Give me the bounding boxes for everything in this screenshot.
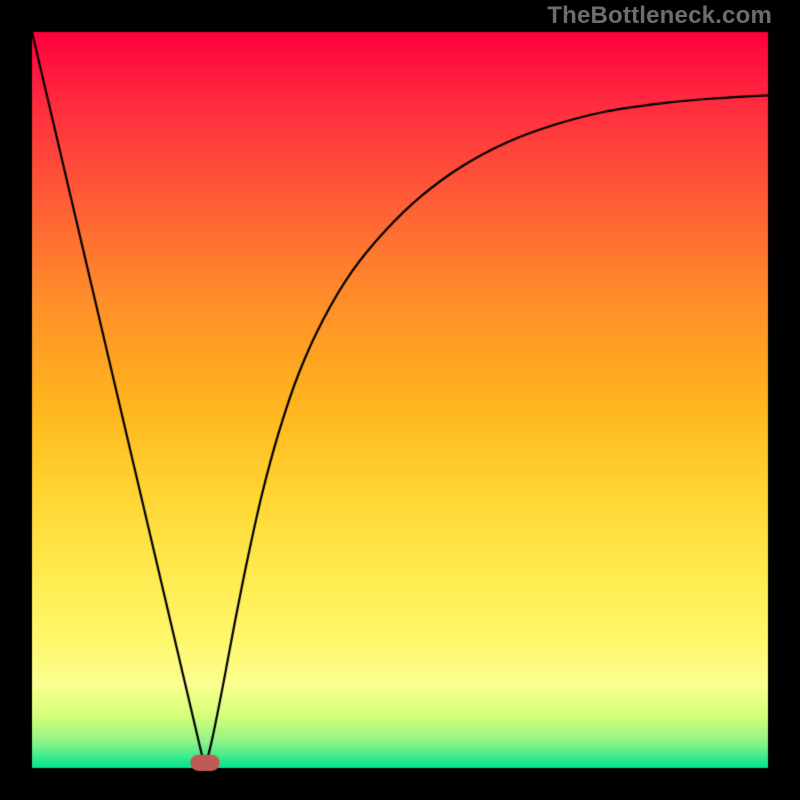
chart-frame: TheBottleneck.com	[0, 0, 800, 800]
watermark-text: TheBottleneck.com	[547, 2, 772, 30]
bottleneck-chart-canvas	[0, 0, 800, 800]
